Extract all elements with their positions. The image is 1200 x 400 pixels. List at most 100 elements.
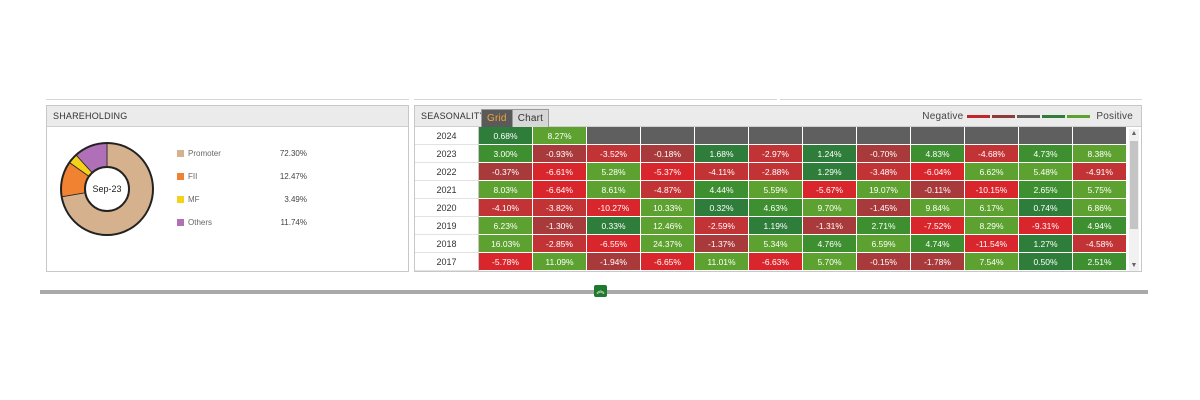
return-cell[interactable]: 9.84%: [911, 199, 965, 217]
return-cell[interactable]: -3.52%: [587, 145, 641, 163]
return-cell[interactable]: 0.32%: [695, 199, 749, 217]
return-cell[interactable]: 2.65%: [1019, 181, 1073, 199]
return-cell[interactable]: 19.07%: [857, 181, 911, 199]
double-chevron-up-icon[interactable]: ︽: [594, 285, 607, 297]
return-cell[interactable]: 10.33%: [641, 199, 695, 217]
return-cell[interactable]: 1.27%: [1019, 235, 1073, 253]
return-cell[interactable]: -5.37%: [641, 163, 695, 181]
return-cell[interactable]: -1.78%: [911, 253, 965, 271]
return-cell[interactable]: -6.04%: [911, 163, 965, 181]
return-cell[interactable]: -0.93%: [533, 145, 587, 163]
return-cell[interactable]: 4.94%: [1073, 217, 1127, 235]
return-cell[interactable]: -4.87%: [641, 181, 695, 199]
return-cell[interactable]: [587, 127, 641, 145]
return-cell[interactable]: [1073, 127, 1127, 145]
return-cell[interactable]: -10.27%: [587, 199, 641, 217]
return-cell[interactable]: 0.50%: [1019, 253, 1073, 271]
return-cell[interactable]: -6.63%: [749, 253, 803, 271]
legend-item-others[interactable]: Others 11.74%: [177, 217, 307, 229]
return-cell[interactable]: 0.68%: [479, 127, 533, 145]
legend-item-fii[interactable]: FII 12.47%: [177, 171, 307, 183]
legend-item-mf[interactable]: MF 3.49%: [177, 194, 307, 206]
return-cell[interactable]: -1.45%: [857, 199, 911, 217]
return-cell[interactable]: 5.34%: [749, 235, 803, 253]
return-cell[interactable]: 8.29%: [965, 217, 1019, 235]
return-cell[interactable]: 11.09%: [533, 253, 587, 271]
return-cell[interactable]: -3.82%: [533, 199, 587, 217]
return-cell[interactable]: 5.48%: [1019, 163, 1073, 181]
return-cell[interactable]: -0.15%: [857, 253, 911, 271]
return-cell[interactable]: 0.74%: [1019, 199, 1073, 217]
return-cell[interactable]: 5.75%: [1073, 181, 1127, 199]
scroll-down-icon[interactable]: ▼: [1130, 262, 1138, 269]
return-cell[interactable]: -6.65%: [641, 253, 695, 271]
grid-scrollbar[interactable]: ▲ ▼: [1129, 129, 1139, 271]
return-cell[interactable]: 0.33%: [587, 217, 641, 235]
return-cell[interactable]: 6.23%: [479, 217, 533, 235]
return-cell[interactable]: 4.44%: [695, 181, 749, 199]
return-cell[interactable]: 5.59%: [749, 181, 803, 199]
return-cell[interactable]: 11.01%: [695, 253, 749, 271]
return-cell[interactable]: 2.51%: [1073, 253, 1127, 271]
return-cell[interactable]: 8.38%: [1073, 145, 1127, 163]
return-cell[interactable]: 6.86%: [1073, 199, 1127, 217]
return-cell[interactable]: [857, 127, 911, 145]
return-cell[interactable]: 4.63%: [749, 199, 803, 217]
return-cell[interactable]: 1.19%: [749, 217, 803, 235]
return-cell[interactable]: -10.15%: [965, 181, 1019, 199]
return-cell[interactable]: -6.64%: [533, 181, 587, 199]
return-cell[interactable]: 8.27%: [533, 127, 587, 145]
return-cell[interactable]: -6.55%: [587, 235, 641, 253]
return-cell[interactable]: -4.91%: [1073, 163, 1127, 181]
return-cell[interactable]: 16.03%: [479, 235, 533, 253]
return-cell[interactable]: -2.59%: [695, 217, 749, 235]
scroll-up-icon[interactable]: ▲: [1130, 130, 1138, 137]
return-cell[interactable]: 1.29%: [803, 163, 857, 181]
scroll-thumb[interactable]: [1130, 141, 1138, 229]
return-cell[interactable]: -4.11%: [695, 163, 749, 181]
return-cell[interactable]: -0.18%: [641, 145, 695, 163]
return-cell[interactable]: -4.68%: [965, 145, 1019, 163]
return-cell[interactable]: 1.68%: [695, 145, 749, 163]
return-cell[interactable]: -1.30%: [533, 217, 587, 235]
return-cell[interactable]: [911, 127, 965, 145]
return-cell[interactable]: 4.74%: [911, 235, 965, 253]
return-cell[interactable]: -2.85%: [533, 235, 587, 253]
return-cell[interactable]: -4.58%: [1073, 235, 1127, 253]
return-cell[interactable]: -6.61%: [533, 163, 587, 181]
return-cell[interactable]: [1019, 127, 1073, 145]
return-cell[interactable]: 6.59%: [857, 235, 911, 253]
return-cell[interactable]: 4.83%: [911, 145, 965, 163]
return-cell[interactable]: [803, 127, 857, 145]
return-cell[interactable]: -4.10%: [479, 199, 533, 217]
return-cell[interactable]: -9.31%: [1019, 217, 1073, 235]
return-cell[interactable]: 6.62%: [965, 163, 1019, 181]
return-cell[interactable]: -3.48%: [857, 163, 911, 181]
return-cell[interactable]: 5.70%: [803, 253, 857, 271]
return-cell[interactable]: 8.61%: [587, 181, 641, 199]
return-cell[interactable]: 4.73%: [1019, 145, 1073, 163]
return-cell[interactable]: 3.00%: [479, 145, 533, 163]
return-cell[interactable]: -1.37%: [695, 235, 749, 253]
return-cell[interactable]: 7.54%: [965, 253, 1019, 271]
return-cell[interactable]: 9.70%: [803, 199, 857, 217]
tab-grid[interactable]: Grid: [482, 110, 512, 127]
return-cell[interactable]: [641, 127, 695, 145]
return-cell[interactable]: -5.78%: [479, 253, 533, 271]
legend-item-promoter[interactable]: Promoter 72.30%: [177, 148, 307, 160]
return-cell[interactable]: -0.11%: [911, 181, 965, 199]
return-cell[interactable]: -2.88%: [749, 163, 803, 181]
return-cell[interactable]: -11.54%: [965, 235, 1019, 253]
return-cell[interactable]: 2.71%: [857, 217, 911, 235]
return-cell[interactable]: 12.46%: [641, 217, 695, 235]
return-cell[interactable]: 5.28%: [587, 163, 641, 181]
tab-chart[interactable]: Chart: [511, 110, 549, 127]
return-cell[interactable]: 6.17%: [965, 199, 1019, 217]
return-cell[interactable]: -1.94%: [587, 253, 641, 271]
return-cell[interactable]: [695, 127, 749, 145]
return-cell[interactable]: 8.03%: [479, 181, 533, 199]
return-cell[interactable]: -1.31%: [803, 217, 857, 235]
return-cell[interactable]: -0.37%: [479, 163, 533, 181]
return-cell[interactable]: 4.76%: [803, 235, 857, 253]
return-cell[interactable]: -7.52%: [911, 217, 965, 235]
